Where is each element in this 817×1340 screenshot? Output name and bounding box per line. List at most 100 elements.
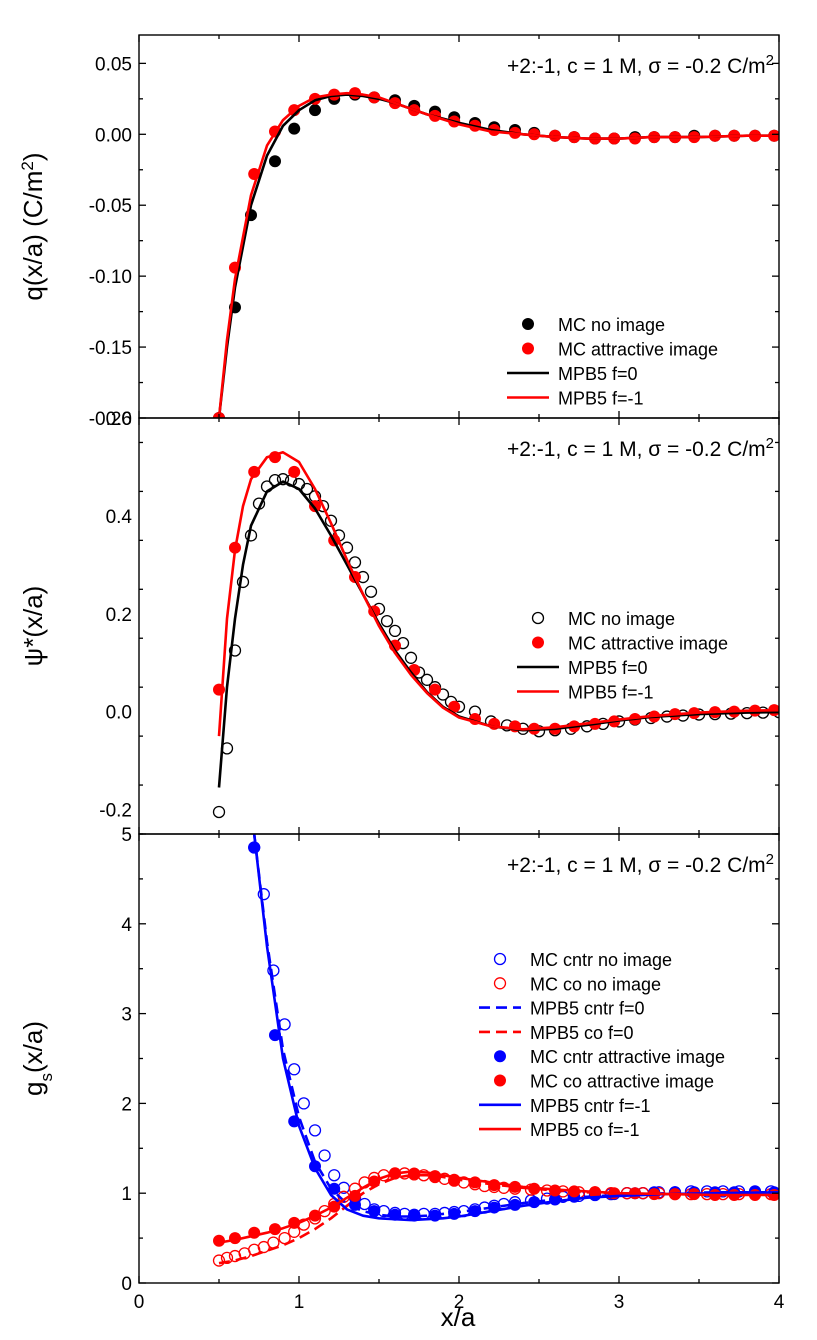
series-mpb5-cntr-f-1 xyxy=(252,834,779,1222)
legend-label: MC attractive image xyxy=(558,340,718,360)
data-point xyxy=(297,1097,310,1110)
legend-item-mc-co-attractive-image: MC co attractive image xyxy=(494,1072,714,1092)
plot-frame xyxy=(138,34,780,419)
legend-marker xyxy=(522,318,534,330)
legend: MC no image MC attractive image MPB5 f=0 MP… xyxy=(507,315,718,409)
legend: MC cntr no image MC co no image MPB5 cntr … xyxy=(479,950,725,1140)
legend-marker xyxy=(494,1074,506,1087)
legend-marker xyxy=(531,611,545,625)
legend-label: MPB5 f=0 xyxy=(558,364,638,384)
y-tick-label: 0 xyxy=(121,1274,132,1295)
data-point xyxy=(213,1234,225,1247)
plot-area xyxy=(212,450,779,819)
legend-item-mpb5-f-1: MPB5 f=-1 xyxy=(507,389,644,409)
legend-label: MPB5 f=-1 xyxy=(558,389,644,409)
legend-label: MPB5 cntr f=-1 xyxy=(530,1096,651,1116)
y-tick-label: -0.15 xyxy=(89,338,132,359)
legend-item-mpb5-co-f-1: MPB5 co f=-1 xyxy=(479,1120,640,1140)
x-ticks xyxy=(138,418,780,834)
series-mc-attractive-image xyxy=(213,451,779,735)
x-axis-title: x/a xyxy=(441,1302,476,1332)
panel-middle: -0.2 0.0 0.2 0.4 0.6 ψ*(x/a) +2:-1, c = 1 M, σ… xyxy=(18,409,780,835)
data-point xyxy=(380,614,394,628)
x-tick-label: 1 xyxy=(294,1292,305,1313)
legend-label: MC co attractive image xyxy=(530,1072,714,1092)
data-point xyxy=(276,473,290,486)
data-point xyxy=(267,964,280,977)
y-tick-label: 1 xyxy=(121,1184,132,1205)
series-line xyxy=(252,834,779,1218)
y-ticks: -0.20 -0.15 -0.10 -0.05 0.00 0.05 xyxy=(89,54,779,430)
x-tick-label: 4 xyxy=(774,1292,785,1313)
data-point xyxy=(228,644,242,657)
legend-label: MC no image xyxy=(568,609,675,629)
x-tick-label: 2 xyxy=(454,1292,465,1313)
legend-item-mc-cntr-no-image: MC cntr no image xyxy=(493,950,672,970)
legend-label: MC cntr no image xyxy=(530,950,672,970)
data-point xyxy=(308,1124,322,1137)
legend-item-mpb5-co-f-0: MPB5 co f=0 xyxy=(479,1023,634,1043)
data-point xyxy=(212,805,226,819)
legend-item-mpb5-f-0: MPB5 f=0 xyxy=(517,658,648,678)
legend-label: MC cntr attractive image xyxy=(530,1047,725,1067)
panel-bottom: 0 1 2 3 4 0 1 2 3 4 5 gs(x/a) +2:-1, c = 1 M, σ = -0… xyxy=(18,825,785,1313)
data-point xyxy=(549,129,561,142)
data-point xyxy=(318,1205,331,1218)
legend-marker xyxy=(494,1050,506,1063)
x-tick-label: 0 xyxy=(134,1292,145,1313)
legend-label: MPB5 f=0 xyxy=(568,658,648,678)
data-point xyxy=(328,1169,341,1182)
data-point xyxy=(349,1198,361,1211)
y-tick-label: 3 xyxy=(121,1005,132,1026)
legend-marker xyxy=(493,952,507,966)
y-tick-label: 2 xyxy=(121,1094,132,1115)
data-point xyxy=(288,122,301,135)
y-tick-label: 5 xyxy=(121,825,132,846)
legend-item-mc-cntr-attractive-image: MC cntr attractive image xyxy=(494,1047,725,1067)
y-tick-label: 0.0 xyxy=(106,703,132,724)
data-point xyxy=(269,155,281,168)
legend-marker xyxy=(522,342,534,355)
y-tick-label: -0.2 xyxy=(99,801,132,822)
x-tick-label: 3 xyxy=(614,1292,625,1313)
data-point xyxy=(318,1149,331,1162)
series-line xyxy=(217,450,779,737)
legend-label: MC co no image xyxy=(530,974,661,994)
legend-item-mpb5-f-0: MPB5 f=0 xyxy=(507,364,638,384)
legend: MC no image MC attractive image MPB5 f=0 MP… xyxy=(517,609,728,703)
x-ticks: 0 1 2 3 4 xyxy=(134,834,785,1313)
data-point xyxy=(309,104,321,117)
legend-item-mpb5-cntr-f-1: MPB5 cntr f=-1 xyxy=(479,1096,651,1116)
panels: -0.20-0.15-0.10-0.050.000.05q(x/a) (C/m2… xyxy=(18,34,785,1313)
data-point xyxy=(528,1196,541,1209)
y-axis-title: q(x/a) (C/m2) xyxy=(18,152,49,300)
series-mc-cntr-no-image xyxy=(248,841,778,1221)
series-line xyxy=(217,93,779,418)
data-point xyxy=(429,683,441,696)
y-tick-label: -0.10 xyxy=(89,267,132,288)
data-point xyxy=(288,465,301,478)
y-axis-title: ψ*(x/a) xyxy=(18,586,48,667)
series-line xyxy=(252,834,779,1222)
legend-item-mc-no-image: MC no image xyxy=(522,315,665,335)
data-point xyxy=(257,888,270,901)
panel-annotation: +2:-1, c = 1 M, σ = -0.2 C/m2 xyxy=(507,435,774,462)
series-mpb5-f-1 xyxy=(217,450,779,737)
legend-item-mc-no-image: MC no image xyxy=(531,609,675,629)
data-point xyxy=(220,1251,234,1265)
y-tick-label: 0.00 xyxy=(95,125,132,146)
legend-label: MC no image xyxy=(558,315,665,335)
y-axis-title: gs(x/a) xyxy=(18,1021,56,1096)
data-point xyxy=(349,1189,361,1202)
legend-label: MPB5 cntr f=0 xyxy=(530,999,645,1019)
data-point xyxy=(388,624,402,638)
data-point xyxy=(300,482,314,496)
plot-area xyxy=(213,87,779,418)
data-point xyxy=(364,585,378,598)
series-line xyxy=(217,91,779,418)
plot-area xyxy=(212,834,779,1267)
data-point xyxy=(212,1254,226,1267)
legend-label: MC attractive image xyxy=(568,634,728,654)
x-ticks xyxy=(138,35,780,418)
y-tick-label: 4 xyxy=(121,915,132,936)
